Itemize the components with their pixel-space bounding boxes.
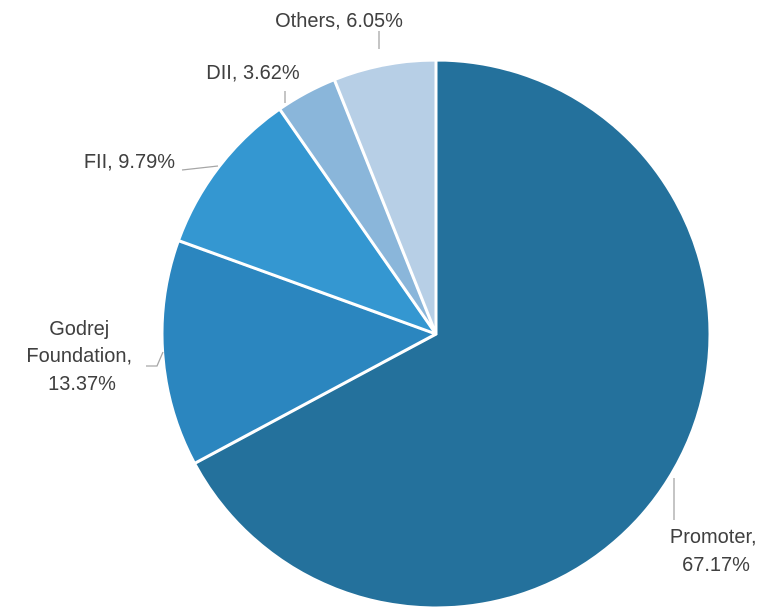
slice-others — [332, 58, 438, 336]
slice-labels: Promoter, 67.17% Godrej Foundation, 13.3… — [26, 10, 762, 576]
leader-line-fii — [181, 165, 219, 171]
label-fii: FII, 9.79% — [84, 151, 175, 173]
pie-slices — [160, 58, 712, 610]
slice-promoter — [193, 58, 712, 610]
label-dii: DII, 3.62% — [206, 62, 300, 84]
leader-lines — [146, 31, 675, 520]
label-others: Others, 6.05% — [275, 10, 403, 32]
label-promoter: Promoter, 67.17% — [670, 526, 762, 576]
slice-fii — [176, 107, 438, 336]
leader-line-godrej-foundation — [146, 351, 164, 367]
label-godrej-foundation: Godrej Foundation, 13.37% — [26, 318, 137, 395]
